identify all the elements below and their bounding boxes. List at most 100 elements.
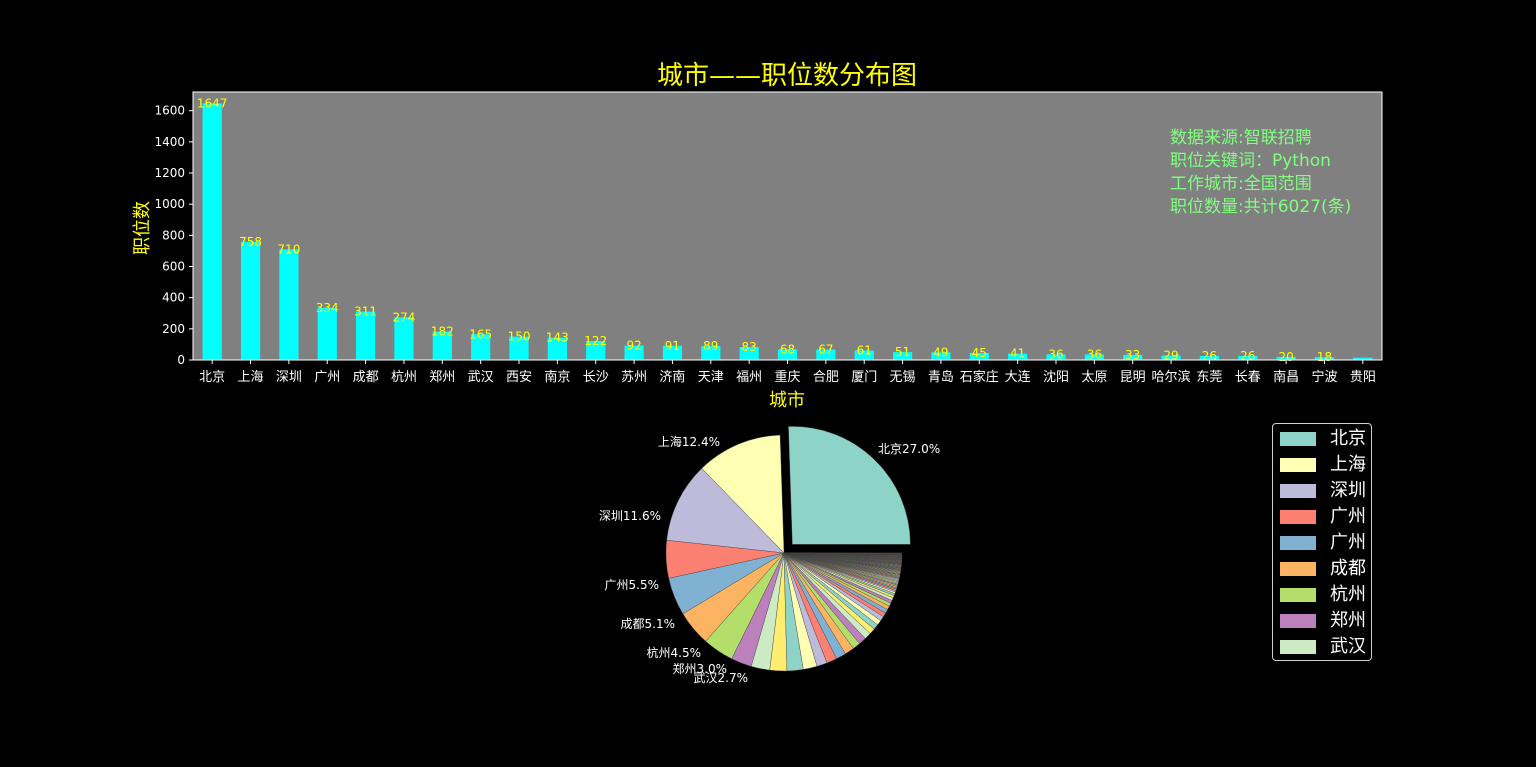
legend-item: 成都 — [1280, 558, 1370, 580]
legend-label: 杭州 — [1330, 584, 1366, 605]
bar — [509, 336, 529, 360]
x-tick-label: 太原 — [1081, 370, 1107, 385]
bar — [317, 307, 337, 360]
pie-legend: 北京 上海 深圳 广州 广州 成都 杭州 郑州 武汉 — [1272, 423, 1372, 661]
x-tick-label: 深圳 — [276, 370, 302, 385]
pie-label: 郑州3.0% — [673, 661, 728, 676]
bar — [931, 352, 951, 360]
legend-item: 武汉 — [1280, 636, 1370, 658]
x-tick-label: 宁波 — [1311, 369, 1337, 385]
bar-value-label: 68 — [780, 342, 795, 356]
x-tick-label: 南京 — [544, 369, 570, 385]
y-tick-label: 800 — [162, 228, 185, 242]
pie-labels: 北京27.0% 上海12.4% 深圳11.6% 广州5.5% 成都5.1% 杭州… — [599, 434, 940, 685]
legend-item: 杭州 — [1280, 584, 1370, 606]
bar — [394, 317, 414, 360]
pie-label: 北京27.0% — [878, 442, 940, 456]
x-axis: 北京 上海 深圳 广州 成都 杭州 郑州 武汉 西安 南京 长沙 苏州 济南 天津 福州 重庆 合肥 厦门 无锡 青岛… — [199, 360, 1376, 385]
bar-value-label: 274 — [392, 310, 415, 324]
x-tick-label: 北京 — [199, 370, 225, 385]
annotation-line: 工作城市:全国范围 — [1170, 174, 1312, 194]
bar — [816, 349, 836, 360]
bar — [471, 334, 491, 360]
bar — [1199, 355, 1219, 360]
bar — [701, 346, 721, 360]
x-tick-label: 重庆 — [774, 369, 800, 385]
bar-value-label: 334 — [316, 301, 339, 315]
x-tick-label: 杭州 — [391, 370, 417, 385]
x-tick-label: 天津 — [698, 370, 724, 385]
bar — [547, 337, 567, 360]
y-axis-label: 职位数 — [132, 201, 153, 255]
bar-value-label: 92 — [626, 339, 641, 353]
bar-value-label: 26 — [1240, 349, 1255, 363]
bar-value-label: 182 — [431, 325, 454, 339]
x-tick-label: 南昌 — [1273, 369, 1299, 385]
x-tick-label: 广州 — [314, 370, 340, 385]
bar — [624, 345, 644, 360]
x-tick-label: 合肥 — [813, 370, 839, 385]
pie-label: 武汉2.7% — [694, 671, 749, 685]
legend-swatch — [1280, 640, 1316, 654]
y-tick-label: 400 — [162, 291, 185, 305]
bar-value-label: 83 — [742, 340, 757, 354]
x-tick-label: 大连 — [1005, 369, 1031, 385]
y-tick-label: 200 — [162, 322, 185, 336]
bar-value-label: 41 — [1010, 347, 1025, 361]
chart-title: 城市——职位数分布图 — [657, 61, 917, 91]
bar — [1084, 354, 1104, 360]
bar — [1046, 354, 1066, 360]
bar-value-label: 311 — [354, 305, 377, 319]
bar-value-label: 67 — [818, 343, 833, 357]
annotation-line: 职位数量:共计6027(条) — [1170, 197, 1351, 217]
x-tick-label: 上海 — [238, 370, 264, 385]
pie-slice — [666, 468, 785, 554]
x-tick-label: 无锡 — [890, 370, 916, 385]
bar-value-label: 18 — [1317, 350, 1332, 364]
legend-swatch — [1280, 510, 1316, 524]
legend-label: 武汉 — [1330, 636, 1366, 657]
legend-swatch — [1280, 432, 1316, 446]
bar — [586, 340, 606, 360]
legend-label: 郑州 — [1330, 610, 1366, 631]
x-tick-label: 东莞 — [1196, 370, 1222, 385]
y-tick-label: 1600 — [154, 104, 185, 118]
bar — [1008, 353, 1028, 360]
x-tick-label: 厦门 — [851, 370, 877, 385]
annotation-line: 数据来源:智联招聘 — [1170, 128, 1312, 148]
plot-area — [193, 92, 1382, 360]
bar — [1314, 357, 1335, 360]
legend-label: 深圳 — [1330, 480, 1366, 501]
x-tick-label: 长春 — [1235, 370, 1261, 385]
legend-swatch — [1280, 562, 1316, 576]
legend-swatch — [1280, 484, 1316, 498]
legend-swatch — [1280, 588, 1316, 602]
x-tick-label: 苏州 — [621, 369, 647, 385]
y-tick-label: 1200 — [154, 166, 185, 180]
bar — [432, 331, 452, 360]
y-tick-label: 0 — [177, 353, 185, 367]
bar-value-label: 51 — [895, 345, 910, 359]
legend-item: 郑州 — [1280, 610, 1370, 632]
bar — [240, 241, 261, 360]
x-tick-label: 成都 — [353, 370, 379, 385]
legend-label: 广州 — [1330, 532, 1366, 553]
y-tick-label: 1400 — [154, 135, 185, 149]
legend-label: 成都 — [1330, 558, 1366, 579]
bar — [969, 352, 989, 360]
bar — [356, 311, 376, 360]
bar-value-label: 45 — [972, 346, 987, 360]
bar-value-label: 36 — [1048, 347, 1063, 361]
bar-value-label: 61 — [857, 343, 872, 357]
x-tick-label: 福州 — [736, 370, 762, 385]
bar-series: 1647 758 710 334 311 274 182 165 150 143 122 92 91 89… — [197, 96, 1373, 364]
x-tick-label: 长沙 — [583, 370, 609, 385]
bar — [202, 103, 222, 360]
x-tick-label: 石家庄 — [960, 369, 999, 385]
x-tick-label: 昆明 — [1120, 370, 1146, 385]
x-tick-label: 武汉 — [468, 370, 494, 385]
bar-value-label: 143 — [546, 331, 569, 345]
bar-value-label: 1647 — [197, 96, 228, 110]
pie-label: 深圳11.6% — [599, 509, 661, 523]
y-tick-label: 600 — [162, 260, 185, 274]
